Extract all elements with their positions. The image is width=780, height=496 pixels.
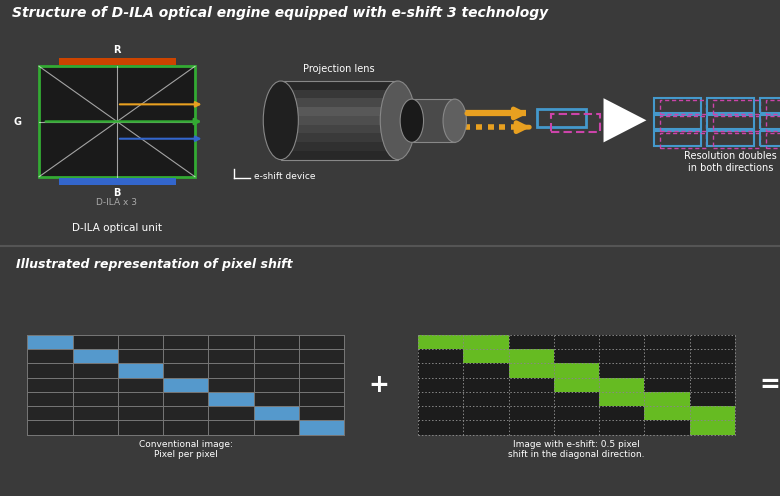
Bar [766, 117, 780, 131]
Bar [73, 349, 118, 364]
Bar [713, 100, 760, 115]
Bar [418, 335, 463, 349]
Bar [707, 131, 754, 146]
Bar [760, 98, 780, 113]
Bar [281, 133, 398, 142]
Bar [463, 349, 509, 364]
Bar [599, 392, 644, 406]
Bar [707, 115, 754, 129]
Bar [281, 99, 398, 107]
Polygon shape [604, 98, 647, 142]
Bar [690, 406, 735, 421]
Bar [39, 66, 195, 177]
Bar [660, 133, 707, 148]
Text: D-ILA optical unit: D-ILA optical unit [72, 223, 162, 234]
Text: Image with e-shift: 0.5 pixel
shift in the diagonal direction.: Image with e-shift: 0.5 pixel shift in t… [509, 439, 644, 459]
Bar [766, 100, 780, 115]
Bar [281, 151, 398, 160]
Bar [118, 364, 163, 377]
Bar [760, 115, 780, 129]
Ellipse shape [443, 99, 466, 142]
Bar [660, 117, 707, 131]
Text: Structure of D-ILA optical engine equipped with e-shift 3 technology: Structure of D-ILA optical engine equipp… [12, 6, 548, 20]
Bar [760, 131, 780, 146]
Bar [766, 133, 780, 148]
Ellipse shape [400, 99, 424, 142]
Bar [660, 100, 707, 115]
Ellipse shape [264, 81, 298, 160]
Bar [281, 81, 398, 160]
Bar [39, 66, 195, 177]
Bar [254, 406, 299, 421]
Bar [281, 81, 398, 90]
Bar [707, 98, 754, 113]
Bar [58, 178, 176, 186]
Bar [281, 107, 398, 116]
Bar [690, 421, 735, 434]
Bar [644, 406, 690, 421]
Bar [713, 117, 760, 131]
Bar [163, 377, 208, 392]
Bar [27, 335, 344, 434]
Bar [463, 335, 509, 349]
Bar [551, 114, 601, 132]
Bar [713, 133, 760, 148]
Text: =: = [760, 373, 780, 397]
Bar [654, 115, 701, 129]
Bar [281, 124, 398, 133]
Bar [281, 90, 398, 99]
Text: Resolution doubles
in both directions: Resolution doubles in both directions [684, 151, 777, 173]
Text: G: G [14, 117, 22, 126]
Bar [599, 377, 644, 392]
Bar [418, 335, 735, 434]
Bar [27, 335, 73, 349]
Text: Illustrated representation of pixel shift: Illustrated representation of pixel shif… [16, 258, 292, 271]
Bar [537, 109, 587, 127]
Text: D-ILA x 3: D-ILA x 3 [97, 197, 137, 207]
Bar [654, 131, 701, 146]
Bar [554, 377, 599, 392]
Bar [654, 98, 701, 113]
Bar [509, 364, 554, 377]
Text: R: R [113, 45, 121, 55]
Text: B: B [113, 188, 121, 198]
Text: Projection lens: Projection lens [303, 63, 375, 73]
Bar [281, 142, 398, 151]
Bar [554, 364, 599, 377]
Bar [644, 392, 690, 406]
Bar [58, 58, 176, 65]
Text: +: + [369, 373, 389, 397]
Bar [509, 349, 554, 364]
Bar [208, 392, 254, 406]
Bar [299, 421, 344, 434]
Bar [281, 116, 398, 124]
Text: e-shift device: e-shift device [254, 172, 315, 181]
Bar [412, 99, 455, 142]
Ellipse shape [380, 81, 415, 160]
Text: Conventional image:
Pixel per pixel: Conventional image: Pixel per pixel [139, 439, 232, 459]
